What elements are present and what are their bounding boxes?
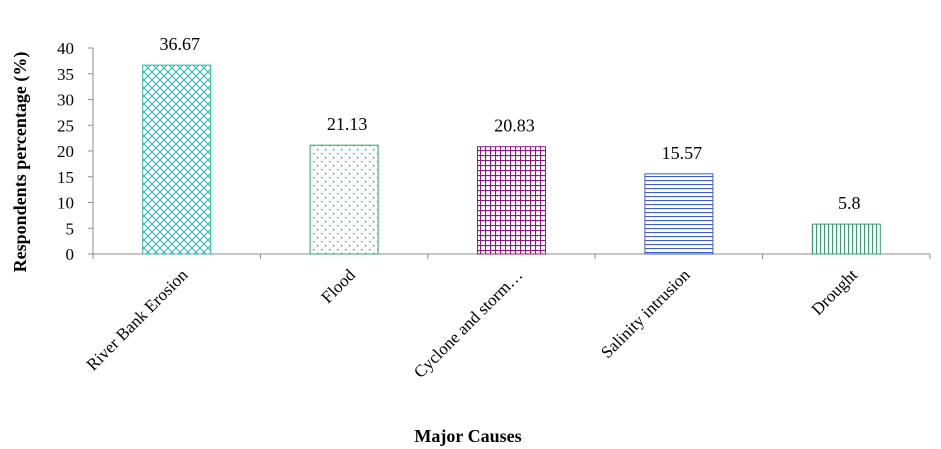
bar	[309, 144, 379, 255]
data-label: 20.83	[494, 116, 535, 136]
y-tick-label: 20	[57, 142, 74, 161]
data-label: 21.13	[327, 114, 368, 134]
y-tick-label: 30	[57, 91, 74, 110]
bar	[477, 146, 546, 255]
x-category-label: Cyclone and storm…	[410, 265, 526, 381]
y-tick-label: 0	[66, 245, 75, 264]
data-label: 15.57	[662, 143, 703, 163]
data-label: 36.67	[159, 34, 200, 54]
y-tick-label: 15	[57, 168, 74, 187]
y-tick-label: 25	[57, 116, 74, 135]
y-tick-label: 5	[66, 219, 75, 238]
bar	[811, 223, 881, 255]
y-axis-title: Respondents percentage (%)	[10, 52, 31, 273]
data-labels: 36.67 21.13 20.83 15.57 5.8	[159, 34, 860, 213]
y-axis-ticks: 0 5 10 15 20 25 30 35 40	[57, 39, 93, 264]
y-tick-label: 10	[57, 194, 74, 213]
x-category-label: River Bank Erosion	[83, 265, 192, 374]
bar	[644, 173, 714, 255]
x-axis-category-labels: River Bank Erosion Flood Cyclone and storm…	[83, 265, 862, 382]
x-category-label: Salinity intrusion	[597, 265, 694, 362]
bar	[142, 64, 212, 255]
x-category-label: Drought	[808, 265, 862, 319]
x-category-label: Flood	[317, 265, 359, 307]
y-tick-label: 40	[57, 39, 74, 58]
data-label: 5.8	[838, 193, 861, 213]
bars	[142, 64, 881, 255]
y-tick-label: 35	[57, 65, 74, 84]
x-axis-title: Major Causes	[414, 426, 521, 446]
